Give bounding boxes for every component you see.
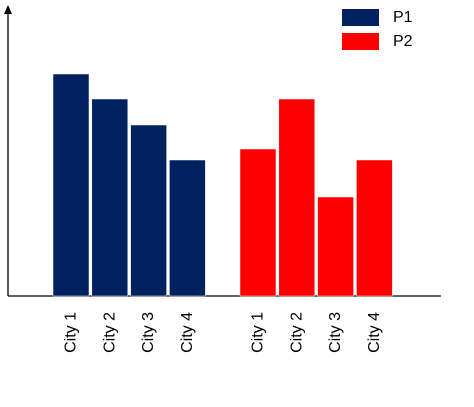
tick-label-p2-city-4: City 4 — [366, 312, 383, 353]
legend-swatch-p2 — [342, 33, 379, 50]
bar-p1-city-4 — [169, 159, 206, 297]
bar-p2-city-2 — [278, 98, 316, 297]
tick-label-p2-city-2: City 2 — [288, 312, 305, 353]
legend-swatch-p1 — [342, 9, 379, 26]
tick-label-p1-city-2: City 2 — [101, 312, 118, 353]
tick-label-p2-city-1: City 1 — [250, 312, 267, 353]
bar-p1-city-3 — [130, 124, 167, 297]
tick-label-p1-city-1: City 1 — [63, 312, 80, 353]
tick-labels: City 1 City 2 City 3 City 4 City 1 City 2 City… — [63, 312, 383, 353]
tick-label-p1-city-4: City 4 — [179, 312, 196, 353]
bars — [52, 73, 393, 297]
bar-p1-city-1 — [52, 73, 90, 297]
tick-label-p1-city-3: City 3 — [140, 312, 157, 353]
bar-p1-city-2 — [91, 98, 129, 297]
bar-p2-city-1 — [239, 148, 277, 297]
legend-label-p1: P1 — [393, 9, 413, 26]
bar-p2-city-4 — [356, 159, 393, 297]
y-axis-arrowhead — [4, 5, 12, 14]
tick-label-p2-city-3: City 3 — [327, 312, 344, 353]
bar-p2-city-3 — [317, 196, 354, 297]
legend-label-p2: P2 — [393, 33, 413, 50]
